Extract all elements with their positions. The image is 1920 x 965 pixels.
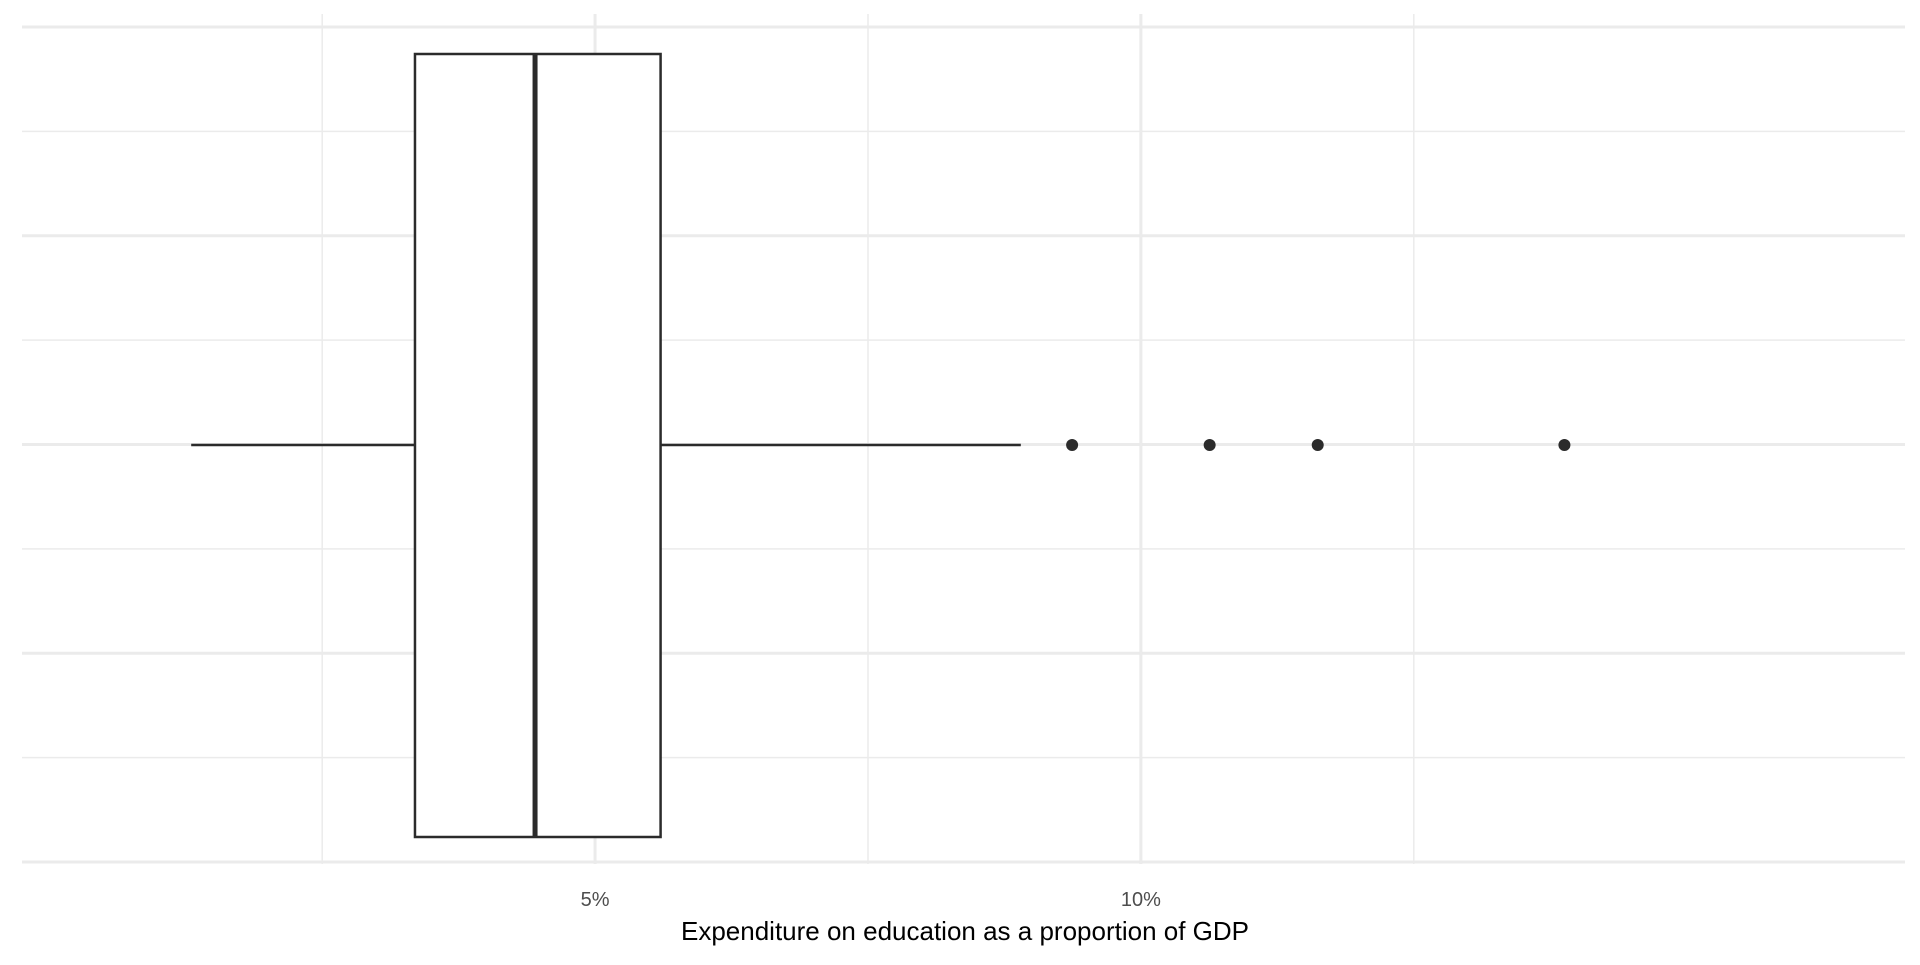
grid-layer bbox=[22, 14, 1905, 864]
x-tick-label: 10% bbox=[1121, 889, 1161, 911]
outlier-point bbox=[1558, 439, 1571, 451]
outlier-point bbox=[1311, 439, 1324, 451]
outlier-point bbox=[1203, 439, 1216, 451]
x-tick-labels: 5% 10% bbox=[581, 889, 1161, 911]
outlier-point bbox=[1066, 439, 1079, 451]
plot-layer bbox=[191, 52, 1571, 839]
box-iqr bbox=[413, 52, 662, 839]
x-axis-title: Expenditure on education as a proportion… bbox=[681, 916, 1249, 946]
x-tick-label: 5% bbox=[581, 889, 610, 911]
